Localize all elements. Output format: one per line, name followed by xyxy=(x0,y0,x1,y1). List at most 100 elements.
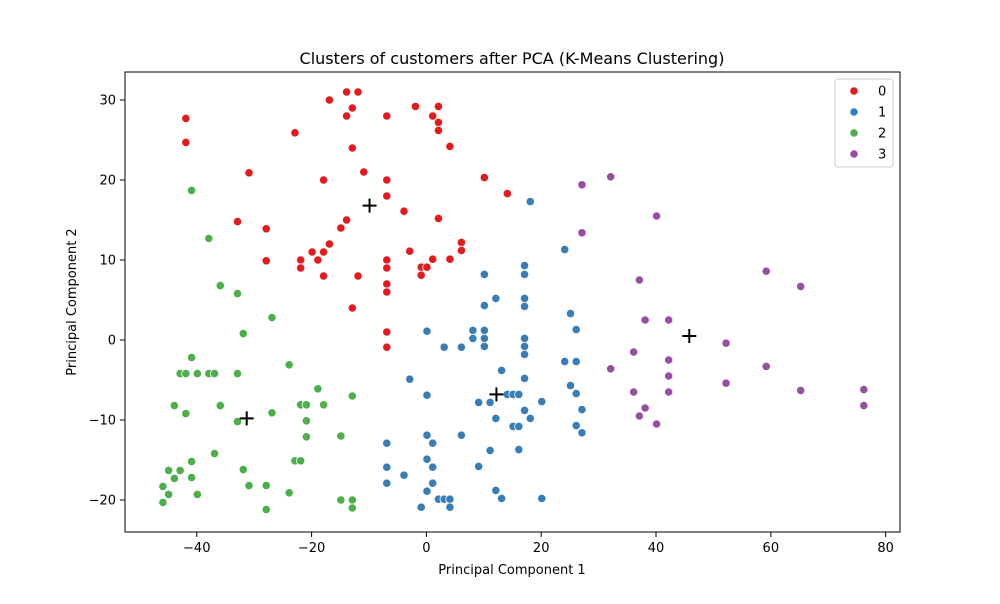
data-point-cluster-1 xyxy=(525,413,535,423)
plot-area xyxy=(124,71,901,533)
data-point-cluster-3 xyxy=(664,355,674,365)
data-point-cluster-0 xyxy=(456,245,467,255)
data-point-cluster-0 xyxy=(324,95,334,105)
data-point-cluster-0 xyxy=(181,137,191,147)
data-point-cluster-3 xyxy=(577,228,587,238)
data-point-cluster-0 xyxy=(502,189,512,199)
data-point-cluster-2 xyxy=(175,465,185,475)
centroids-layer xyxy=(239,198,697,426)
axes-frame xyxy=(124,71,901,533)
data-point-cluster-0 xyxy=(336,223,346,233)
data-point-cluster-3 xyxy=(629,387,639,397)
data-point-cluster-1 xyxy=(519,405,530,415)
data-point-cluster-2 xyxy=(347,495,357,505)
data-point-cluster-2 xyxy=(296,456,306,466)
data-point-cluster-3 xyxy=(664,315,674,325)
data-point-cluster-1 xyxy=(560,356,570,367)
x-tick-label: 40 xyxy=(648,541,665,556)
data-point-cluster-0 xyxy=(382,263,392,273)
data-point-cluster-2 xyxy=(244,480,254,491)
data-point-cluster-1 xyxy=(485,397,495,407)
legend-box xyxy=(834,78,894,168)
data-point-cluster-2 xyxy=(336,495,346,505)
legend-label-cluster-0: 0 xyxy=(878,85,886,100)
data-point-cluster-2 xyxy=(186,185,197,195)
data-point-cluster-1 xyxy=(456,430,467,440)
data-point-cluster-0 xyxy=(433,213,444,223)
data-point-cluster-3 xyxy=(664,387,674,397)
legend-marker-cluster-3 xyxy=(849,149,859,159)
x-tick-label: 60 xyxy=(763,541,780,556)
data-point-cluster-0 xyxy=(324,239,334,249)
data-point-cluster-1 xyxy=(479,269,489,279)
centroid-marker xyxy=(489,387,504,402)
data-point-cluster-2 xyxy=(232,416,243,427)
data-point-cluster-0 xyxy=(382,191,392,201)
data-point-cluster-1 xyxy=(382,462,392,472)
legend-label-cluster-1: 1 xyxy=(878,106,886,121)
data-point-cluster-1 xyxy=(519,373,530,383)
data-point-cluster-0 xyxy=(341,111,352,121)
y-axis: −20 −10 0 10 20 30 xyxy=(89,94,125,509)
data-point-cluster-2 xyxy=(313,384,323,394)
data-point-cluster-1 xyxy=(428,478,438,488)
x-axis-label: Principal Component 1 xyxy=(438,563,585,578)
legend: 0 1 2 3 xyxy=(834,78,894,168)
centroid-marker xyxy=(362,198,377,213)
y-tick-label: 10 xyxy=(99,254,116,269)
data-point-cluster-1 xyxy=(422,390,432,400)
data-point-cluster-1 xyxy=(468,333,478,343)
data-point-cluster-3 xyxy=(651,419,662,429)
data-point-cluster-1 xyxy=(439,342,449,352)
data-point-cluster-1 xyxy=(445,494,455,504)
data-point-cluster-1 xyxy=(496,493,507,503)
data-point-cluster-0 xyxy=(456,237,467,247)
data-point-cluster-3 xyxy=(634,275,644,285)
data-point-cluster-1 xyxy=(382,478,392,488)
data-point-cluster-3 xyxy=(761,266,771,276)
data-point-cluster-2 xyxy=(158,481,168,491)
data-point-cluster-1 xyxy=(537,396,547,407)
data-point-cluster-2 xyxy=(232,368,243,379)
data-point-cluster-1 xyxy=(422,454,432,464)
y-tick-label: 20 xyxy=(99,174,116,189)
data-point-cluster-0 xyxy=(382,287,392,297)
data-point-cluster-3 xyxy=(859,384,869,395)
data-point-cluster-1 xyxy=(519,260,530,271)
x-tick-label: −40 xyxy=(183,541,210,556)
data-point-cluster-1 xyxy=(422,430,432,440)
data-point-cluster-0 xyxy=(341,87,352,97)
data-point-cluster-1 xyxy=(422,326,432,336)
data-point-cluster-0 xyxy=(261,224,271,234)
data-point-cluster-2 xyxy=(181,368,191,379)
data-point-cluster-2 xyxy=(301,416,312,426)
data-point-cluster-1 xyxy=(474,461,484,471)
data-point-cluster-0 xyxy=(433,101,444,112)
data-point-cluster-2 xyxy=(301,432,312,442)
data-point-cluster-0 xyxy=(382,255,392,265)
data-point-cluster-1 xyxy=(571,388,581,399)
data-point-cluster-0 xyxy=(353,271,363,281)
data-point-cluster-1 xyxy=(399,470,409,480)
data-point-cluster-1 xyxy=(479,341,489,351)
data-point-cluster-1 xyxy=(479,333,489,343)
data-point-cluster-2 xyxy=(336,431,346,441)
centroid-marker xyxy=(239,411,254,426)
data-point-cluster-3 xyxy=(634,411,644,421)
centroid-marker xyxy=(682,329,697,343)
data-point-cluster-0 xyxy=(433,125,444,135)
legend-marker-cluster-0 xyxy=(849,86,859,96)
data-point-cluster-1 xyxy=(445,502,455,512)
data-point-cluster-0 xyxy=(307,247,317,257)
data-point-cluster-2 xyxy=(186,352,197,363)
data-point-cluster-1 xyxy=(525,197,535,207)
data-point-cluster-2 xyxy=(186,472,197,483)
data-point-cluster-3 xyxy=(651,211,662,221)
data-point-cluster-2 xyxy=(238,328,248,339)
data-point-cluster-1 xyxy=(565,380,576,391)
data-point-cluster-0 xyxy=(232,217,243,227)
x-tick-label: 80 xyxy=(877,541,894,556)
data-point-cluster-1 xyxy=(560,245,570,255)
data-point-cluster-0 xyxy=(347,103,357,113)
